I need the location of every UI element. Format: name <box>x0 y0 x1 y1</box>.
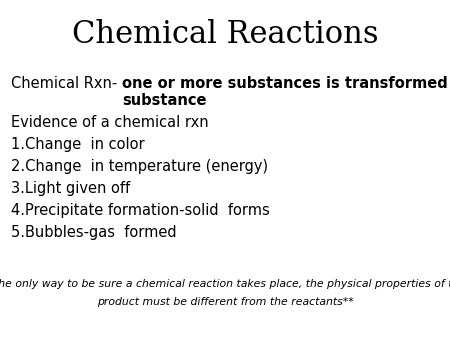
Text: 5.Bubbles-gas  formed: 5.Bubbles-gas formed <box>11 225 177 240</box>
Text: one or more substances is transformed into another
substance: one or more substances is transformed in… <box>122 76 450 108</box>
Text: Chemical Rxn-: Chemical Rxn- <box>11 76 122 91</box>
Text: 1.Change  in color: 1.Change in color <box>11 137 145 152</box>
Text: 3.Light given off: 3.Light given off <box>11 181 130 196</box>
Text: **the only way to be sure a chemical reaction takes place, the physical properti: **the only way to be sure a chemical rea… <box>0 279 450 289</box>
Text: 4.Precipitate formation-solid  forms: 4.Precipitate formation-solid forms <box>11 203 270 218</box>
Text: Chemical Reactions: Chemical Reactions <box>72 19 378 50</box>
Text: 2.Change  in temperature (energy): 2.Change in temperature (energy) <box>11 159 268 174</box>
Text: Evidence of a chemical rxn: Evidence of a chemical rxn <box>11 115 209 130</box>
Text: product must be different from the reactants**: product must be different from the react… <box>97 297 353 308</box>
